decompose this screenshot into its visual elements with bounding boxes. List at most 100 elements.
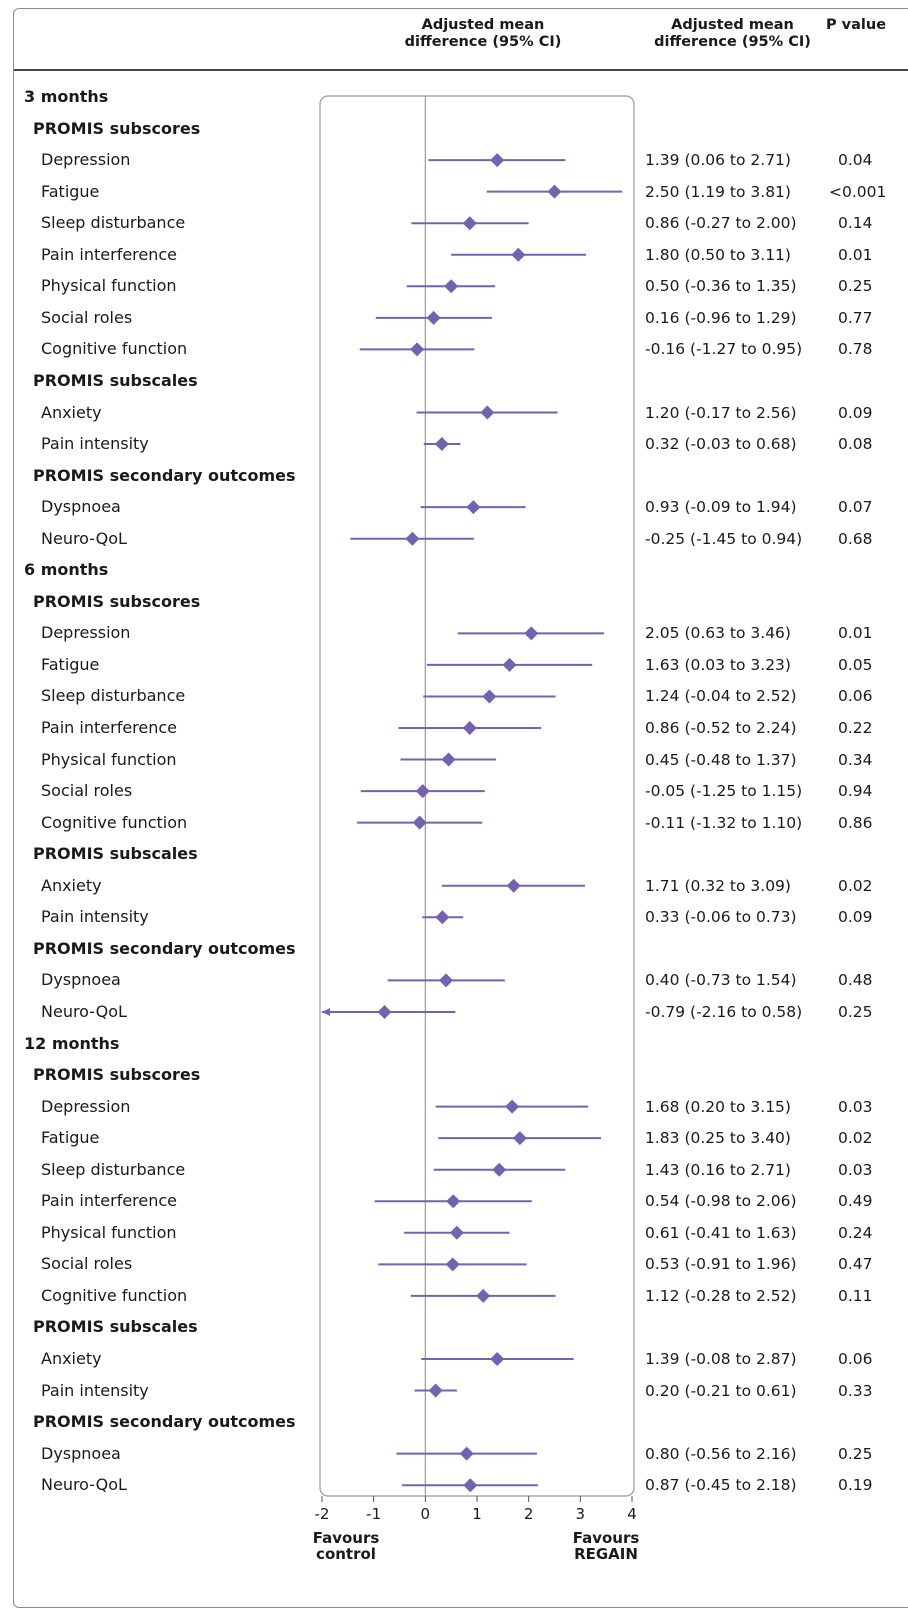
outcome-label: Fatigue: [41, 181, 100, 201]
p-value: 0.19: [838, 1476, 873, 1495]
estimate-diamond: [463, 1478, 478, 1493]
group-label: PROMIS secondary outcomes: [33, 938, 296, 958]
ci-value: 2.05 (0.63 to 3.46): [645, 624, 791, 643]
estimate-diamond: [444, 279, 459, 294]
ci-value: 2.50 (1.19 to 3.81): [645, 182, 791, 201]
p-value: 0.24: [838, 1223, 873, 1242]
estimate-diamond: [405, 531, 420, 546]
ci-value: -0.16 (-1.27 to 0.95): [645, 340, 803, 359]
outcome-label: Sleep disturbance: [41, 213, 186, 233]
outcome-label: Depression: [41, 1096, 131, 1116]
x-tick-label: 3: [576, 1505, 586, 1523]
p-value: 0.25: [838, 277, 873, 296]
ci-value: 1.80 (0.50 to 3.11): [645, 245, 791, 264]
ci-value: 0.40 (-0.73 to 1.54): [645, 971, 797, 990]
ci-value: -0.25 (-1.45 to 0.94): [645, 529, 803, 548]
p-value: 0.03: [838, 1097, 873, 1116]
outcome-label: Depression: [41, 150, 131, 170]
section-label: 6 months: [24, 560, 109, 580]
ci-value: -0.11 (-1.32 to 1.10): [645, 813, 803, 832]
outcome-label: Pain interference: [41, 1191, 178, 1211]
p-value: 0.02: [838, 1129, 873, 1148]
ci-value: 0.20 (-0.21 to 0.61): [645, 1381, 797, 1400]
p-value: 0.25: [838, 1444, 873, 1463]
estimate-diamond: [377, 1004, 392, 1019]
ci-value: 1.20 (-0.17 to 2.56): [645, 403, 797, 422]
outcome-label: Neuro-QoL: [41, 528, 127, 548]
outcome-label: Dyspnoea: [41, 497, 121, 517]
outcome-label: Physical function: [41, 276, 177, 296]
ci-value: 0.54 (-0.98 to 2.06): [645, 1192, 797, 1211]
outcome-label: Anxiety: [41, 402, 102, 422]
estimate-diamond: [490, 153, 505, 168]
outcome-label: Cognitive function: [41, 339, 188, 359]
group-label: PROMIS subscales: [33, 1317, 198, 1337]
estimate-diamond: [482, 689, 497, 704]
p-value: 0.09: [838, 908, 873, 927]
p-value: 0.06: [838, 687, 873, 706]
estimate-diamond: [428, 1383, 443, 1398]
p-value: 0.08: [838, 435, 873, 454]
section-label: 3 months: [24, 87, 109, 106]
ci-value: 1.63 (0.03 to 3.23): [645, 655, 791, 674]
estimate-diamond: [506, 878, 521, 893]
estimate-diamond: [505, 1099, 520, 1114]
x-tick-label: 0: [421, 1505, 431, 1523]
outcome-label: Anxiety: [41, 875, 102, 895]
outcome-label: Pain interference: [41, 718, 178, 737]
outcome-label: Cognitive function: [41, 812, 188, 832]
ci-value: 1.39 (-0.08 to 2.87): [645, 1350, 797, 1368]
p-value: 0.07: [838, 498, 873, 517]
group-label: PROMIS subscores: [33, 118, 201, 138]
ci-value: 1.43 (0.16 to 2.71): [645, 1160, 791, 1179]
x-tick-label: 4: [627, 1505, 637, 1523]
outcome-label: Social roles: [41, 307, 133, 327]
p-value: 0.14: [838, 214, 873, 233]
estimate-diamond: [492, 1162, 507, 1177]
plot-panel: [319, 95, 635, 1497]
p-value: 0.34: [838, 750, 873, 769]
estimate-diamond: [434, 437, 449, 452]
ci-value: 0.87 (-0.45 to 2.18): [645, 1476, 797, 1495]
favours-control-label: Favours control: [312, 1529, 380, 1563]
ci-value: 0.32 (-0.03 to 0.68): [645, 435, 797, 454]
estimate-diamond: [439, 973, 453, 988]
p-value: <0.001: [829, 182, 887, 201]
section-label: 12 months: [24, 1033, 120, 1053]
p-value: 0.06: [838, 1350, 873, 1368]
estimate-diamond: [490, 1352, 505, 1366]
ci-value: 1.68 (0.20 to 3.15): [645, 1097, 791, 1116]
estimate-diamond: [462, 721, 477, 735]
ci-value: 1.71 (0.32 to 3.09): [645, 876, 791, 895]
x-tick-label: 1: [472, 1505, 482, 1523]
estimate-diamond: [410, 342, 425, 357]
outcome-label: Depression: [41, 623, 131, 643]
estimate-diamond: [415, 784, 430, 799]
p-value: 0.49: [838, 1192, 873, 1211]
p-value: 0.09: [838, 403, 873, 422]
x-tick-label: 2: [524, 1505, 534, 1523]
p-value: 0.03: [838, 1160, 873, 1179]
estimate-diamond: [462, 216, 477, 231]
p-value: 0.33: [838, 1381, 873, 1400]
outcome-label: Dyspnoea: [41, 1443, 121, 1463]
outcome-label: Pain intensity: [41, 434, 149, 454]
group-label: PROMIS subscores: [33, 591, 201, 611]
ci-value: 0.33 (-0.06 to 0.73): [645, 908, 797, 927]
ci-truncation-arrow: [322, 1007, 330, 1016]
ci-value: 0.61 (-0.41 to 1.63): [645, 1223, 797, 1242]
estimate-diamond: [459, 1446, 474, 1461]
p-value: 0.22: [838, 719, 873, 737]
estimate-diamond: [476, 1288, 491, 1303]
outcome-label: Physical function: [41, 1222, 177, 1242]
group-label: PROMIS subscales: [33, 370, 198, 390]
ci-value: 1.83 (0.25 to 3.40): [645, 1129, 791, 1148]
estimate-diamond: [512, 1131, 527, 1146]
ci-value: 1.24 (-0.04 to 2.52): [645, 687, 797, 706]
ci-value: 0.50 (-0.36 to 1.35): [645, 277, 797, 296]
outcome-label: Pain interference: [41, 244, 178, 264]
estimate-diamond: [441, 752, 456, 767]
p-value: 0.48: [838, 971, 873, 990]
outcome-label: Neuro-QoL: [41, 1001, 127, 1021]
